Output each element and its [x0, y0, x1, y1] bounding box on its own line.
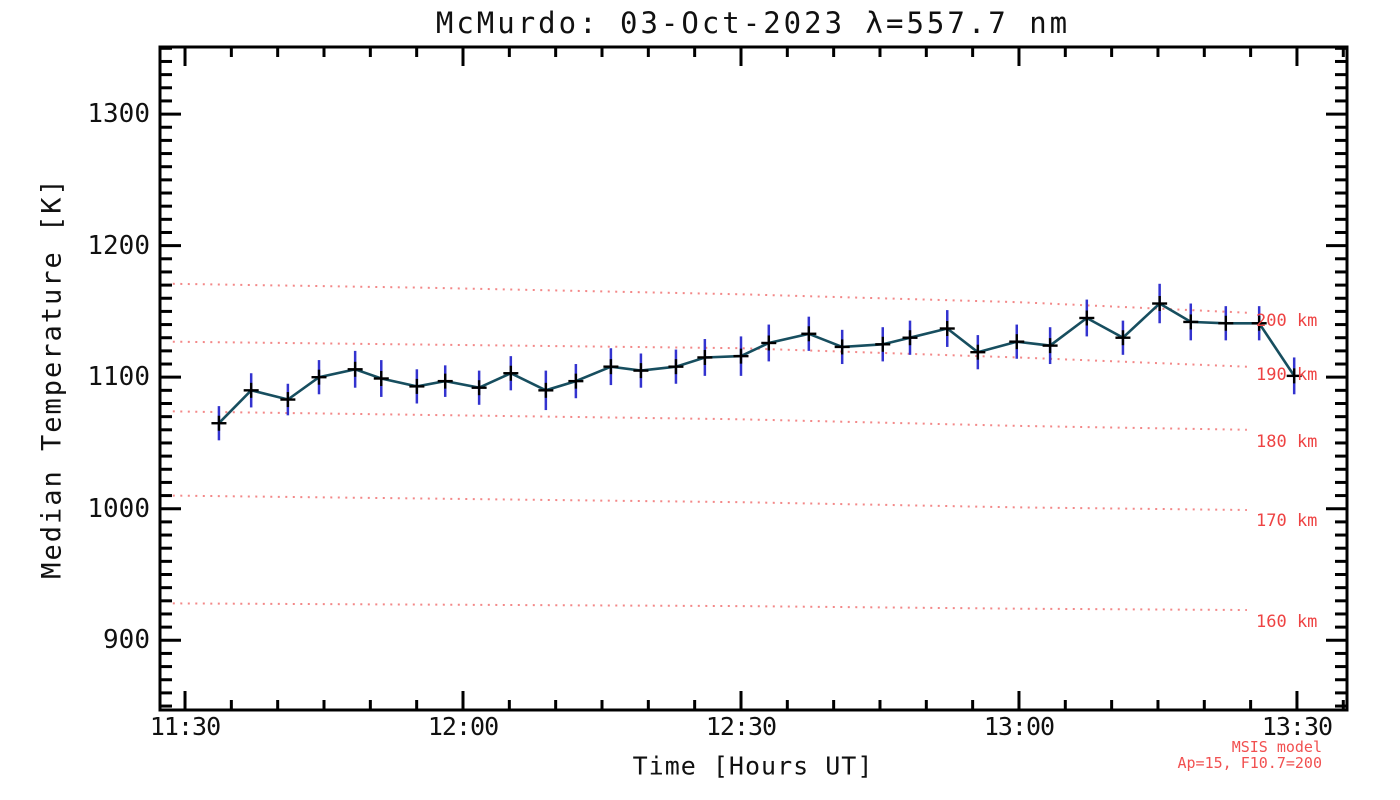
model-altitude-label: 180 km	[1256, 431, 1318, 452]
y-tick-label: 1100	[87, 362, 150, 393]
y-tick-label: 900	[103, 625, 150, 656]
model-altitude-label: 170 km	[1256, 510, 1318, 531]
x-tick-label: 13:00	[983, 712, 1055, 741]
model-altitude-label: 190 km	[1256, 364, 1318, 385]
x-tick-label: 12:00	[427, 712, 499, 741]
y-tick-label: 1200	[87, 230, 150, 261]
x-tick-label: 13:30	[1261, 712, 1333, 741]
model-annotation: MSIS model Ap=15, F10.7=200	[1178, 739, 1323, 771]
y-tick-label: 1300	[87, 99, 150, 130]
model-annotation-params: Ap=15, F10.7=200	[1177, 754, 1323, 772]
chart-title: McMurdo: 03-Oct-2023 λ=557.7 nm	[435, 6, 1071, 40]
model-altitude-label: 160 km	[1256, 611, 1318, 632]
x-tick-label: 12:30	[705, 712, 777, 741]
x-axis-label: Time [Hours UT]	[632, 751, 874, 781]
x-tick-label: 11:30	[149, 712, 221, 741]
model-annotation-name: MSIS model	[1231, 738, 1322, 756]
y-tick-label: 1000	[87, 493, 150, 524]
model-altitude-label: 200 km	[1256, 310, 1318, 331]
